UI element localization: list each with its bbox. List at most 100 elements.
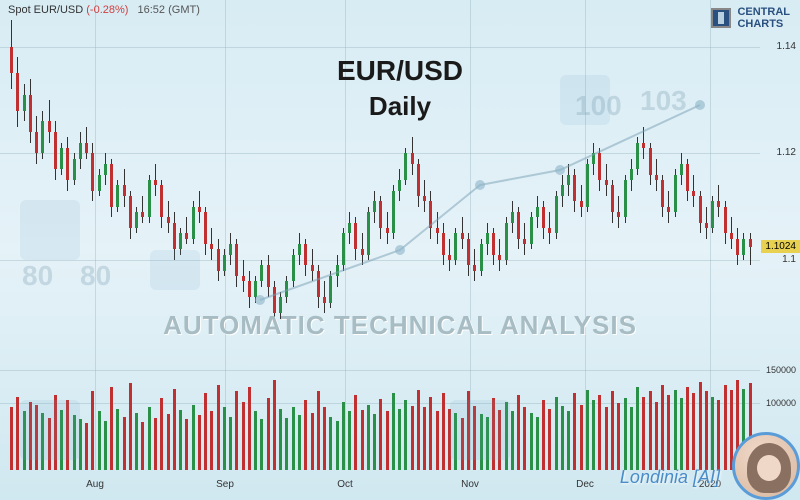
candle (692, 175, 695, 207)
volume-bar (573, 393, 576, 470)
candle (285, 276, 288, 303)
candle (404, 148, 407, 185)
candle (711, 196, 714, 233)
candle (254, 276, 257, 303)
candle (242, 260, 245, 292)
candle (98, 169, 101, 196)
candle (223, 249, 226, 276)
pct-change: (-0.28%) (86, 4, 128, 16)
candle (235, 239, 238, 287)
volume-bar (655, 402, 658, 470)
candle (386, 212, 389, 244)
volume-bar (242, 402, 245, 470)
volume-bar (379, 399, 382, 470)
candle (567, 164, 570, 196)
candle (517, 207, 520, 250)
candle (611, 180, 614, 223)
x-axis-label: Nov (461, 479, 479, 490)
candle (104, 153, 107, 185)
volume-bar (586, 390, 589, 470)
volume-bar (636, 387, 639, 470)
candle (60, 143, 63, 175)
candle (123, 169, 126, 206)
volume-bar (567, 411, 570, 470)
volume-bar (548, 409, 551, 470)
volume-bar (511, 411, 514, 470)
volume-bar (98, 411, 101, 470)
y-axis-label: 1.14 (777, 41, 796, 52)
volume-bar (10, 407, 13, 470)
volume-bar (361, 410, 364, 470)
volume-bar (392, 393, 395, 470)
candle (598, 148, 601, 191)
candle (592, 143, 595, 175)
candle (605, 164, 608, 196)
volume-bar (717, 400, 720, 470)
volume-bar (404, 400, 407, 470)
volume-bar (686, 387, 689, 470)
candle (204, 207, 207, 255)
volume-bar (373, 414, 376, 470)
volume-bar (624, 398, 627, 470)
candle (373, 191, 376, 223)
volume-bar (342, 402, 345, 470)
candle (429, 191, 432, 239)
candle (116, 180, 119, 212)
candle (141, 196, 144, 223)
candle (160, 180, 163, 228)
candle (379, 196, 382, 239)
candle (336, 255, 339, 287)
logo-text: CENTRAL CHARTS (737, 6, 790, 30)
chart-title: EUR/USD Daily (0, 55, 800, 122)
volume-bar (398, 409, 401, 470)
candle (304, 239, 307, 276)
volume-bar (116, 409, 119, 470)
londinia-label: Londinia [AI] (620, 467, 720, 488)
volume-bar (279, 409, 282, 470)
volume-bar (110, 387, 113, 470)
volume-bar (517, 395, 520, 470)
volume-bar (429, 397, 432, 470)
volume-bar (292, 407, 295, 470)
candle (467, 233, 470, 276)
candle (473, 249, 476, 281)
volume-bar (580, 405, 583, 470)
candle (148, 175, 151, 223)
volume-bar (260, 419, 263, 470)
candle (505, 217, 508, 265)
candle (367, 207, 370, 260)
symbol-label: Spot EUR/USD (8, 4, 83, 16)
candle (705, 207, 708, 239)
watermark-icon (20, 400, 80, 460)
candle (354, 217, 357, 260)
candle (454, 228, 457, 265)
brand-logo: CENTRAL CHARTS (711, 6, 790, 30)
candle (561, 175, 564, 207)
candle (91, 143, 94, 202)
candle (129, 191, 132, 239)
volume-bar (642, 397, 645, 470)
volume-bar (217, 385, 220, 470)
candle (742, 233, 745, 260)
volume-bar (129, 383, 132, 470)
volume-bar (542, 400, 545, 470)
candle (492, 228, 495, 265)
candle (154, 164, 157, 196)
candle (749, 233, 752, 265)
candle (292, 249, 295, 286)
candle (530, 212, 533, 249)
volume-bar (598, 395, 601, 470)
candle (674, 169, 677, 217)
watermark-icon (450, 400, 510, 460)
candle (267, 255, 270, 298)
volume-bar (705, 391, 708, 470)
volume-bar (711, 397, 714, 470)
watermark-icon (20, 200, 80, 260)
volume-bar (248, 387, 251, 470)
candle (323, 281, 326, 313)
candle (523, 223, 526, 255)
candle (79, 132, 82, 169)
volume-bar (649, 391, 652, 470)
volume-bar (336, 421, 339, 470)
volume-bar (154, 418, 157, 470)
